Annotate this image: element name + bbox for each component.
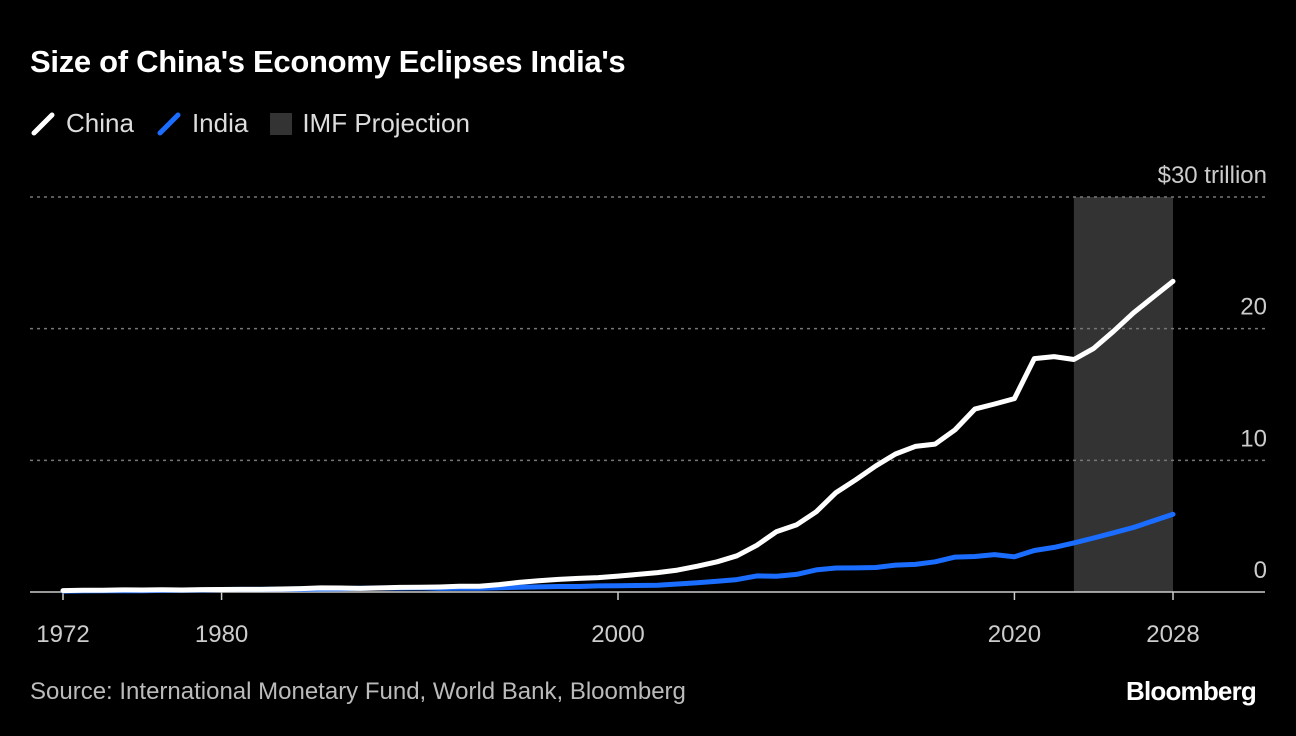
series-line-china [60, 278, 1176, 594]
china-swatch-icon [31, 112, 55, 135]
bloomberg-logo: Bloomberg [1125, 676, 1257, 706]
y-tick-label: 20 [1240, 294, 1267, 321]
series-line-india [60, 511, 1176, 594]
source-note: Source: International Monetary Fund, Wor… [30, 678, 686, 705]
x-tick-label: 2000 [591, 621, 644, 648]
legend-item-china: China [30, 108, 134, 139]
x-tick-label: 2028 [1146, 621, 1199, 648]
legend: China India IMF Projection [30, 108, 492, 139]
x-tick-label: 1980 [195, 621, 248, 648]
chart-title: Size of China's Economy Eclipses India's [30, 44, 626, 79]
legend-label: India [191, 108, 249, 138]
legend-item-india: India [156, 108, 248, 139]
legend-label: IMF Projection [302, 108, 470, 138]
x-tick-label: 1972 [36, 621, 89, 648]
legend-item-projection: IMF Projection [270, 108, 470, 139]
y-tick-label: 0 [1254, 557, 1267, 584]
x-tick-label: 2020 [988, 621, 1041, 648]
y-tick-label: 10 [1240, 425, 1267, 452]
india-swatch-icon [157, 112, 181, 135]
y-tick-label: $30 trillion [1158, 162, 1267, 189]
projection-region [1073, 197, 1173, 592]
legend-label: China [66, 108, 134, 138]
projection-swatch-icon [270, 112, 293, 135]
